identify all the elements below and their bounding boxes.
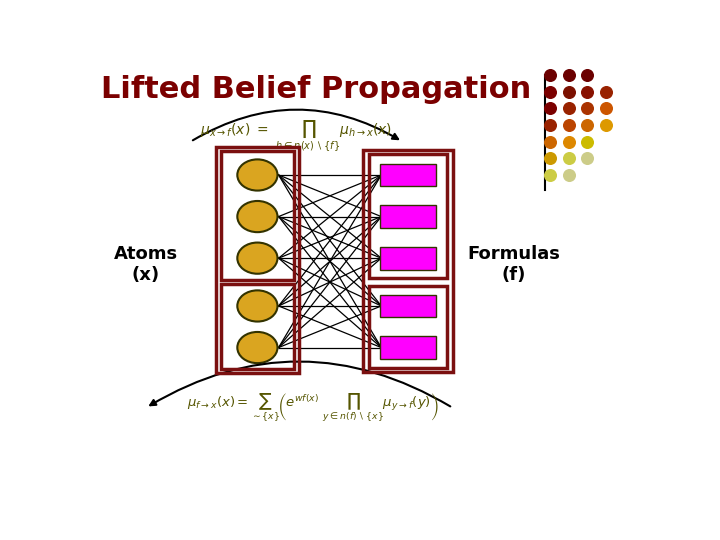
Point [563,171,575,179]
Point [600,87,611,96]
Ellipse shape [238,201,277,232]
Ellipse shape [238,159,277,191]
Point [582,121,593,130]
Point [544,87,556,96]
Bar [221,285,294,369]
Point [582,87,593,96]
FancyBboxPatch shape [380,336,436,359]
Point [563,87,575,96]
Point [563,71,575,79]
Bar [215,147,300,373]
Point [544,104,556,113]
Point [544,171,556,179]
Ellipse shape [238,332,277,363]
Text: Lifted Belief Propagation: Lifted Belief Propagation [101,75,531,104]
Point [544,154,556,163]
Point [582,71,593,79]
Point [600,104,611,113]
Point [600,121,611,130]
FancyBboxPatch shape [380,205,436,228]
Bar [369,154,447,278]
Point [544,137,556,146]
Text: $\mu_{x\rightarrow f}(x)\ =\ \prod_{h\in n(x)\setminus\{f\}}\mu_{h\rightarrow x}: $\mu_{x\rightarrow f}(x)\ =\ \prod_{h\in… [200,119,392,154]
Point [582,104,593,113]
Point [582,137,593,146]
Point [563,154,575,163]
Point [563,137,575,146]
Bar [364,150,453,372]
Text: Formulas
(f): Formulas (f) [468,245,560,284]
Text: $\mu_{f\rightarrow x}(x) = \sum_{\sim\{x\}}\!\left(e^{wf(x)}\ \prod_{y\in n(f)\s: $\mu_{f\rightarrow x}(x) = \sum_{\sim\{x… [187,392,439,424]
Ellipse shape [238,242,277,274]
FancyBboxPatch shape [380,247,436,269]
FancyBboxPatch shape [380,294,436,318]
Point [544,121,556,130]
Point [582,154,593,163]
Text: Atoms
(x): Atoms (x) [114,245,178,284]
Point [563,121,575,130]
FancyBboxPatch shape [380,164,436,186]
Point [563,104,575,113]
Point [544,71,556,79]
Bar [221,151,294,280]
Ellipse shape [238,291,277,321]
Bar [369,286,447,368]
